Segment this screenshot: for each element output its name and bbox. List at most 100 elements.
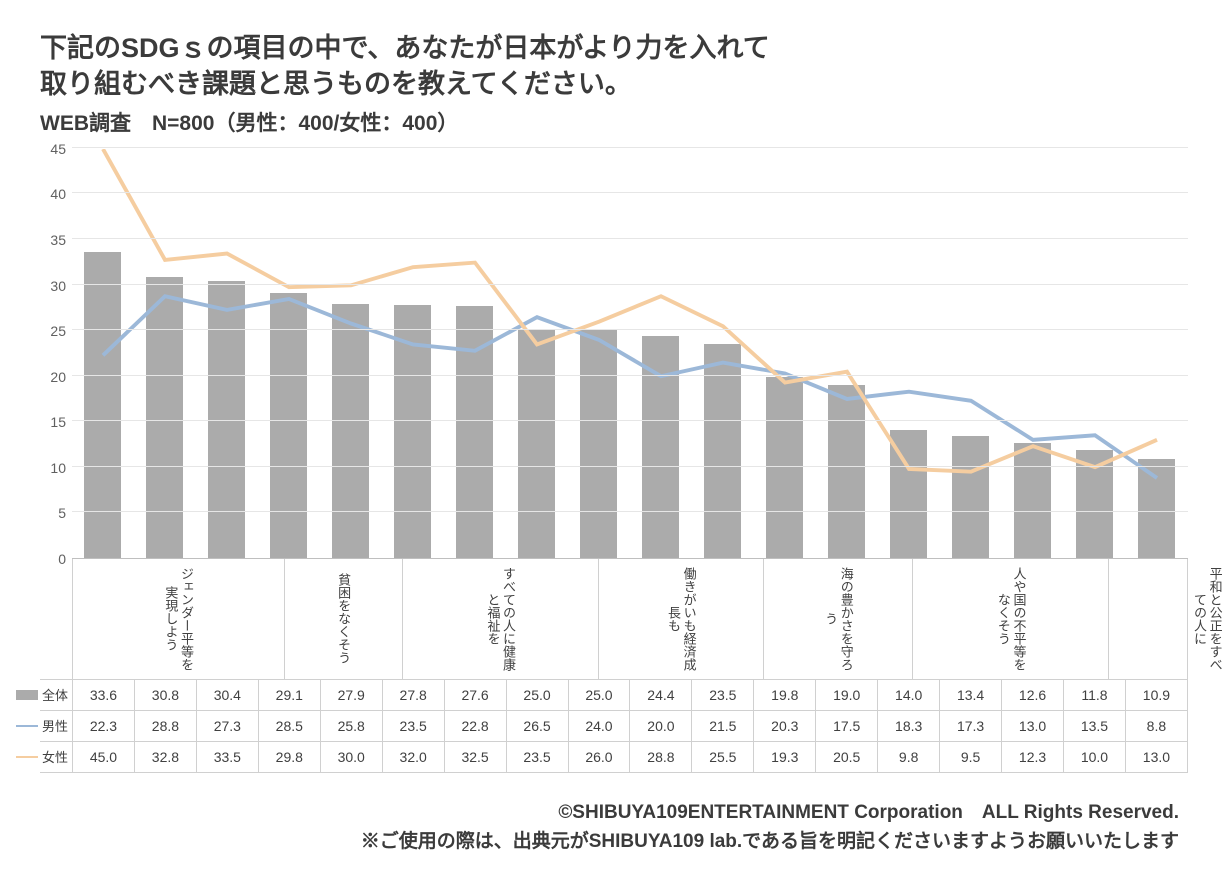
data-row-female: 女性45.032.833.529.830.032.032.523.526.028… — [40, 742, 1188, 773]
x-category-cell: ジェンダー平等を実現しよう — [73, 559, 285, 679]
x-category-cell: 働きがいも経済成長も — [599, 559, 764, 679]
table-cell: 29.1 — [259, 680, 321, 710]
table-cell: 8.8 — [1126, 711, 1187, 741]
table-cell: 28.8 — [135, 711, 197, 741]
series-label: 男性 — [42, 716, 68, 735]
data-table: 全体33.630.830.429.127.927.827.625.025.024… — [40, 679, 1188, 773]
table-cell: 22.8 — [445, 711, 507, 741]
table-cell: 25.0 — [569, 680, 631, 710]
table-cell: 20.5 — [816, 742, 878, 772]
bar — [394, 305, 432, 558]
x-category-cell: 平和と公正をすべての人に — [1109, 559, 1229, 679]
table-cell: 13.0 — [1002, 711, 1064, 741]
bar-slot — [878, 149, 940, 558]
row-header-overall: 全体 — [0, 680, 72, 710]
series-label: 全体 — [42, 685, 68, 704]
subtitle: WEB調査 N=800（男性：400/女性：400） — [40, 107, 1189, 137]
attribution-line: ※ご使用の際は、出典元がSHIBUYA109 lab.である旨を明記くださいます… — [40, 826, 1179, 853]
table-cell: 33.5 — [197, 742, 259, 772]
y-gridline — [72, 375, 1188, 376]
table-cell: 18.3 — [878, 711, 940, 741]
table-cell: 19.8 — [754, 680, 816, 710]
bar — [828, 385, 866, 558]
table-cell: 12.6 — [1002, 680, 1064, 710]
y-tick-label: 35 — [50, 232, 66, 248]
swatch-bar-icon — [16, 690, 38, 700]
bar — [332, 304, 370, 558]
table-cell: 22.3 — [73, 711, 135, 741]
table-cell: 12.3 — [1002, 742, 1064, 772]
y-gridline — [72, 329, 1188, 330]
y-gridline — [72, 147, 1188, 148]
table-cell: 25.0 — [507, 680, 569, 710]
bar — [456, 306, 494, 557]
x-category-label: 平和と公正をすべての人に — [1191, 565, 1222, 673]
bar — [766, 377, 804, 557]
bar-slot — [506, 149, 568, 558]
table-cell: 11.8 — [1064, 680, 1126, 710]
y-tick-label: 40 — [50, 186, 66, 202]
bar-slot — [444, 149, 506, 558]
table-cell: 17.5 — [816, 711, 878, 741]
table-cell: 13.0 — [1126, 742, 1187, 772]
y-gridline — [72, 511, 1188, 512]
bar-slot — [1002, 149, 1064, 558]
footer: ©SHIBUYA109ENTERTAINMENT Corporation ALL… — [40, 797, 1189, 853]
bar-slot — [692, 149, 754, 558]
row-cells: 45.032.833.529.830.032.032.523.526.028.8… — [72, 742, 1188, 772]
y-tick-label: 45 — [50, 141, 66, 157]
row-cells: 33.630.830.429.127.927.827.625.025.024.4… — [72, 680, 1188, 710]
x-category-label: 働きがいも経済成長も — [665, 565, 696, 673]
table-cell: 28.5 — [259, 711, 321, 741]
bar-slot — [754, 149, 816, 558]
y-tick-label: 30 — [50, 278, 66, 294]
swatch-line-female-icon — [16, 756, 38, 758]
table-cell: 17.3 — [940, 711, 1002, 741]
x-category-cell: 人や国の不平等をなくそう — [913, 559, 1109, 679]
swatch-line-male-icon — [16, 725, 38, 727]
y-gridline — [72, 466, 1188, 467]
table-cell: 10.9 — [1126, 680, 1187, 710]
table-cell: 27.8 — [383, 680, 445, 710]
table-cell: 13.5 — [1064, 711, 1126, 741]
row-cells: 22.328.827.328.525.823.522.826.524.020.0… — [72, 711, 1188, 741]
bar — [1138, 459, 1176, 558]
plot-region: 051015202530354045 — [40, 149, 1188, 559]
bar-slot — [258, 149, 320, 558]
table-cell: 27.6 — [445, 680, 507, 710]
bar-slot — [72, 149, 134, 558]
bar — [270, 293, 308, 558]
y-tick-label: 0 — [58, 551, 66, 567]
bar-slot — [816, 149, 878, 558]
table-cell: 20.0 — [630, 711, 692, 741]
table-cell: 9.8 — [878, 742, 940, 772]
main-title-line2: 取り組むべき課題と思うものを教えてください。 — [40, 66, 1189, 102]
table-cell: 32.0 — [383, 742, 445, 772]
bar-slot — [1126, 149, 1188, 558]
data-row-male: 男性22.328.827.328.525.823.522.826.524.020… — [40, 711, 1188, 742]
bar-slot — [320, 149, 382, 558]
series-label: 女性 — [42, 747, 68, 766]
table-cell: 25.8 — [321, 711, 383, 741]
table-cell: 21.5 — [692, 711, 754, 741]
table-cell: 26.0 — [569, 742, 631, 772]
table-cell: 30.8 — [135, 680, 197, 710]
y-gridline — [72, 420, 1188, 421]
bar-slot — [382, 149, 444, 558]
table-cell: 28.8 — [630, 742, 692, 772]
table-cell: 20.3 — [754, 711, 816, 741]
y-axis: 051015202530354045 — [40, 149, 72, 559]
bar-slot — [568, 149, 630, 558]
bar — [146, 277, 184, 558]
bar — [890, 430, 928, 558]
row-header-female: 女性 — [0, 742, 72, 772]
table-cell: 10.0 — [1064, 742, 1126, 772]
chart: 051015202530354045 ジェンダー平等を実現しよう貧困をなくそうす… — [40, 149, 1188, 773]
bar — [704, 344, 742, 558]
table-cell: 32.8 — [135, 742, 197, 772]
bar-slot — [1064, 149, 1126, 558]
y-tick-label: 10 — [50, 460, 66, 476]
x-category-cell: 貧困をなくそう — [285, 559, 403, 679]
bar — [580, 330, 618, 558]
bar-slot — [940, 149, 1002, 558]
